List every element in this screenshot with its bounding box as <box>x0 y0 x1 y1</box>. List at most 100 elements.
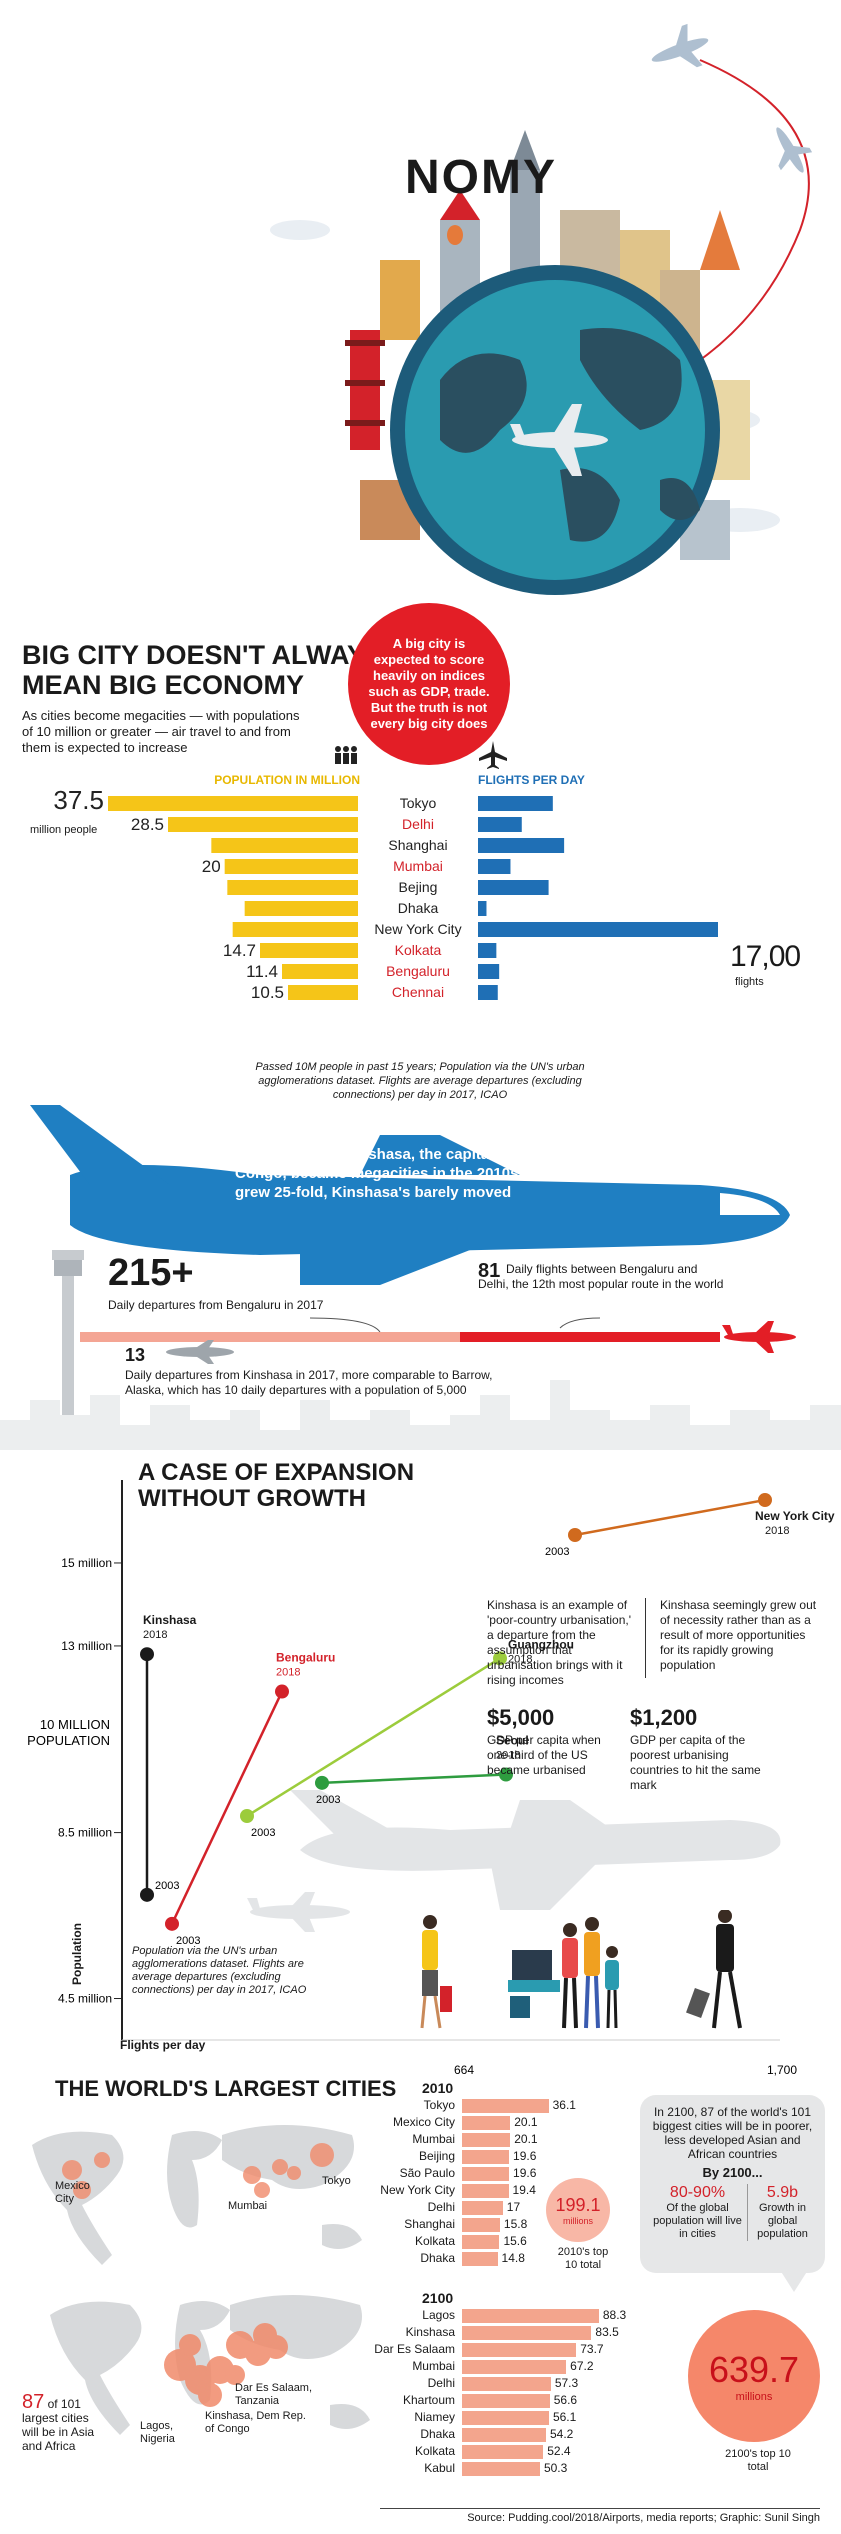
series-year-label: 2018 <box>765 1525 789 1537</box>
city-bar-label: New York City <box>380 2183 455 2197</box>
section2-title: A CASE OF EXPANSION WITHOUT GROWTH <box>138 1460 414 1512</box>
y-tick-label: 4.5 million <box>58 1992 112 2006</box>
series-name-label: New York City <box>755 1509 835 1523</box>
city-bar-value: 19.6 <box>513 2149 537 2163</box>
city-bar-value: 17 <box>506 2200 521 2214</box>
grey-plane-icon <box>160 1340 240 1364</box>
city-bar-label: Mumbai <box>412 2132 455 2146</box>
total-2100-circle: 639.7 millions <box>688 2310 820 2442</box>
flights-bar <box>478 901 487 916</box>
series-line <box>170 1691 284 1925</box>
city-bar-value: 52.4 <box>547 2444 571 2458</box>
flights-bar <box>478 817 522 832</box>
pop-value-label: 28.5 <box>131 815 164 834</box>
series-name-label: Seoul <box>496 1734 529 1748</box>
city-bar <box>462 2252 498 2266</box>
series-start-point <box>568 1528 582 1542</box>
hero-graphic <box>270 23 813 595</box>
section3-title: THE WORLD'S LARGEST CITIES <box>55 2076 397 2101</box>
city-bar-value: 20.1 <box>514 2115 538 2129</box>
total-2100-label: 2100's top 10 total <box>725 2448 791 2473</box>
callout-pct-desc: Of the global population will live in ci… <box>653 2202 742 2240</box>
map-label-dar: Dar Es Salaam, Tanzania <box>235 2382 313 2407</box>
city-label: Kolkata <box>395 942 442 958</box>
y-axis-title: Population <box>70 1923 84 1985</box>
callout-text: In 2100, 87 of the world's 101 biggest c… <box>652 2105 813 2161</box>
total-2010-value: 199.1 <box>555 2194 601 2215</box>
city-label: Bengaluru <box>386 963 450 979</box>
city-bar <box>462 2360 567 2374</box>
series-start-point <box>240 1809 254 1823</box>
pop-value-label: 11.4 <box>246 962 278 981</box>
series-year-label: 2018 <box>508 1653 532 1665</box>
pop-bar <box>168 817 358 832</box>
travelers-graphic <box>400 1909 780 2030</box>
city-bar <box>462 2201 503 2215</box>
total-2010-circle: 199.1 millions <box>546 2178 610 2242</box>
series-year-label: 2018 <box>496 1750 520 1762</box>
pop-value-label: 37.5 <box>53 790 104 815</box>
map-label-lagos: Lagos, Nigeria <box>140 2420 175 2445</box>
series-end-point <box>499 1767 513 1782</box>
series-start-year: 2003 <box>316 1794 340 1806</box>
map-label-mexico: Mexico City <box>55 2180 90 2205</box>
flights-header: FLIGHTS PER DAY <box>478 773 585 787</box>
section2-note: Population via the UN's urban agglomerat… <box>132 1945 307 1996</box>
section1-title-line2: MEAN BIG ECONOMY <box>22 670 305 700</box>
city-bar-value: 54.2 <box>550 2427 574 2441</box>
pop-value-label: 14.7 <box>223 941 256 960</box>
year-2100: 2100 <box>422 2290 454 2306</box>
city-bar <box>462 2184 509 2198</box>
gdp1-number: $5,000 <box>487 1705 555 1730</box>
grey-plane-small <box>245 1890 355 1934</box>
section1-note: Passed 10M people in past 15 years; Popu… <box>255 1061 585 1101</box>
flights-bar <box>478 985 498 1000</box>
city-bar <box>462 2445 544 2459</box>
pop-bar <box>232 922 358 937</box>
airplane-icon <box>478 740 508 770</box>
city-bar-label: Mumbai <box>412 2359 455 2373</box>
source-line <box>380 2508 820 2509</box>
people-icon <box>334 745 358 765</box>
pop-bar <box>211 838 358 853</box>
city-bar-label: Khartoum <box>402 2393 455 2407</box>
left-stat: 87 of 101 largest cities will be in Asia… <box>22 2392 102 2453</box>
callout-pointer <box>780 2270 808 2292</box>
x-tick-label: 664 <box>454 2063 474 2077</box>
year-2010: 2010 <box>422 2080 454 2096</box>
left-stat-text: of 101 largest cities will be in Asia an… <box>22 2397 95 2453</box>
city-label: Bejing <box>399 879 438 895</box>
city-bar-value: 15.8 <box>503 2217 528 2231</box>
city-bar <box>462 2411 549 2425</box>
pop-header: POPULATION IN MILLION <box>214 773 360 787</box>
city-bar-label: São Paulo <box>399 2166 455 2180</box>
pop-bar <box>244 901 358 916</box>
section1-title-line1: BIG CITY DOESN'T ALWAYS <box>22 640 383 670</box>
y-tick-label: 8.5 million <box>58 1826 112 1840</box>
city-bar <box>462 2394 550 2408</box>
big-stat-number: 215+ <box>108 1252 194 1294</box>
flights-unit: flights <box>735 976 764 988</box>
x-axis-title: Flights per day <box>120 2038 206 2052</box>
city-bar-label: Dar Es Salaam <box>374 2342 455 2356</box>
city-bar-label: Dhaka <box>420 2427 455 2441</box>
section2-text1: Kinshasa is an example of 'poor-country … <box>487 1598 631 1687</box>
city-bar-label: Niamey <box>414 2410 455 2424</box>
city-bar-value: 67.2 <box>570 2359 594 2373</box>
left-stat-number: 87 <box>22 2391 45 2413</box>
section2-title-line2: WITHOUT GROWTH <box>138 1485 366 1512</box>
flights-bar <box>478 859 511 874</box>
city-label: Dhaka <box>398 900 439 916</box>
city-bar-value: 83.5 <box>595 2325 619 2339</box>
pop-bar <box>288 985 358 1000</box>
flights-bar <box>478 943 497 958</box>
total-2010-label: 2010's top 10 total <box>557 2246 609 2271</box>
callout-growth-desc: Growth in global population <box>757 2202 808 2240</box>
info-bubble: A big city is expected to score heavily … <box>348 603 510 765</box>
small-stat-number: 13 <box>125 1345 146 1365</box>
city-label: Delhi <box>402 816 434 832</box>
city-bar-value: 20.1 <box>514 2132 538 2146</box>
skyline-graphic <box>0 1370 841 1450</box>
series-year-label: 2018 <box>276 1667 300 1679</box>
pop-bar <box>260 943 358 958</box>
